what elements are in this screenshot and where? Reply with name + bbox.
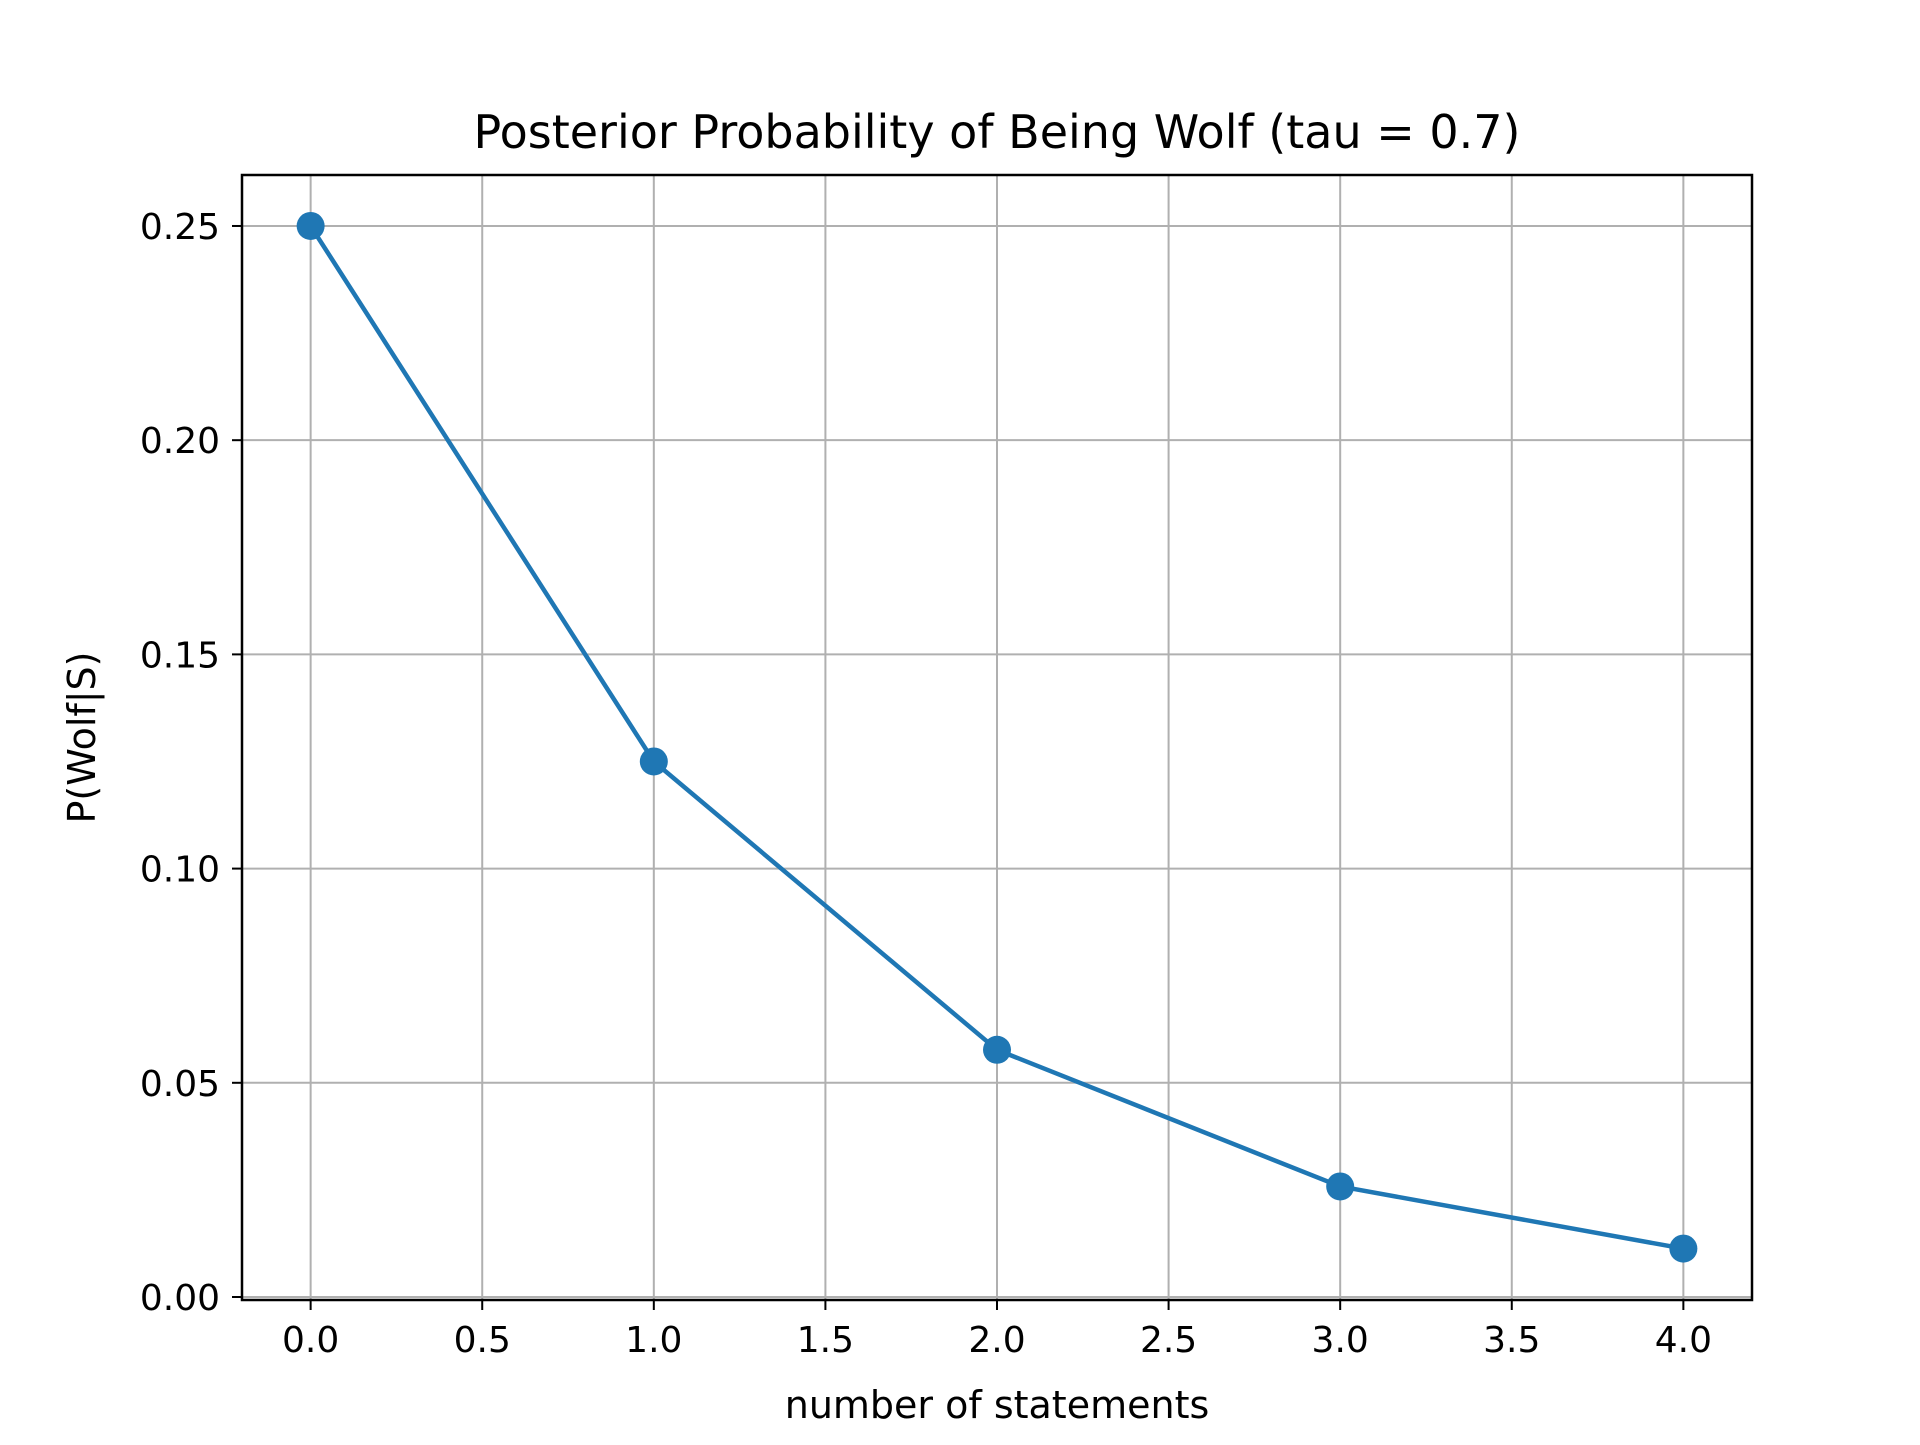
data-point <box>1669 1234 1698 1263</box>
axis-ticks: 0.0 0.5 1.0 1.5 2.0 2.5 3.0 3.5 4.0 0.00 0.05 0.10 0… <box>140 207 1712 1361</box>
x-tick-label: 1.5 <box>797 1320 854 1361</box>
grid-lines <box>242 175 1752 1300</box>
y-tick-label: 0.10 <box>140 850 220 891</box>
y-tick-label: 0.20 <box>140 421 220 462</box>
y-tick-label: 0.25 <box>140 207 220 248</box>
y-tick-label: 0.05 <box>140 1064 220 1105</box>
y-tick-label: 0.00 <box>140 1278 220 1319</box>
data-point <box>983 1035 1011 1064</box>
x-tick-label: 1.0 <box>625 1320 682 1361</box>
x-tick-label: 3.5 <box>1483 1320 1540 1361</box>
x-tick-label: 0.0 <box>282 1320 339 1361</box>
chart-title: Posterior Probability of Being Wolf (tau… <box>473 105 1520 159</box>
data-series <box>296 211 1698 1263</box>
y-axis-label: P(Wolf|S) <box>60 651 105 823</box>
y-tick-label: 0.15 <box>140 635 220 676</box>
x-tick-label: 2.0 <box>968 1320 1025 1361</box>
data-point <box>639 747 668 776</box>
x-tick-label: 3.0 <box>1312 1320 1369 1361</box>
x-tick-label: 2.5 <box>1140 1320 1197 1361</box>
x-tick-label: 0.5 <box>454 1320 511 1361</box>
x-tick-label: 4.0 <box>1655 1320 1712 1361</box>
x-axis-label: number of statements <box>785 1383 1210 1427</box>
data-point <box>1326 1172 1355 1201</box>
data-point <box>296 211 325 240</box>
